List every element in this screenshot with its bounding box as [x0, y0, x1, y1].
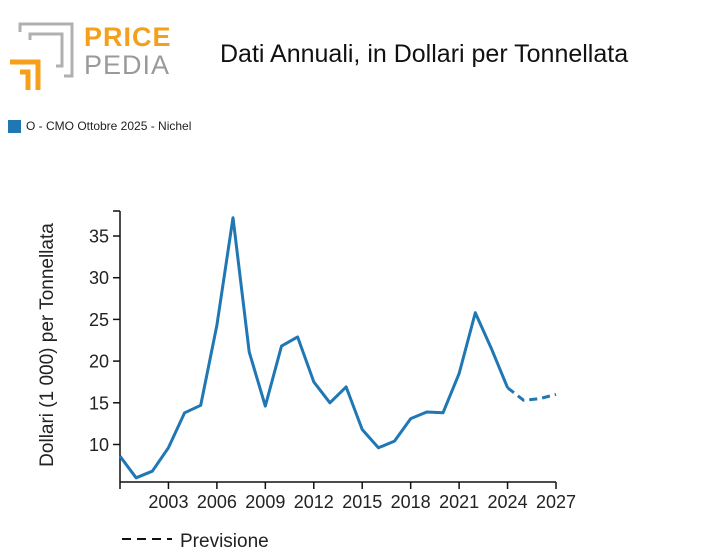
nickel-price-line	[118, 216, 509, 480]
x-tick-label: 2006	[197, 492, 237, 512]
logo-pedia-text: PEDIA	[84, 50, 171, 80]
y-tick-label: 10	[89, 435, 109, 455]
forecast-legend: Previsione	[122, 531, 269, 552]
forecast-legend-label: Previsione	[180, 531, 269, 552]
legend-label: O - CMO Ottobre 2025 - Nichel	[26, 119, 192, 133]
y-tick-label: 15	[89, 393, 109, 413]
logo-mark-icon	[10, 22, 74, 90]
y-axis-title: Dollari (1 000) per Tonnellata	[37, 223, 58, 467]
x-tick-label: 2021	[439, 492, 479, 512]
x-tick-label: 2018	[391, 492, 431, 512]
legend-swatch	[8, 119, 21, 133]
x-tick-label: 2012	[294, 492, 334, 512]
x-tick-label: 2015	[342, 492, 382, 512]
y-tick-label: 20	[89, 352, 109, 372]
x-tick-label: 2003	[148, 492, 188, 512]
series-group	[118, 216, 557, 480]
logo-price-text: PRICE	[84, 22, 172, 52]
chart-title: Dati Annuali, in Dollari per Tonnellata	[220, 40, 629, 68]
series-legend[interactable]: O - CMO Ottobre 2025 - Nichel	[8, 119, 191, 133]
x-tick-label: 2024	[488, 492, 528, 512]
forecast-series-line	[506, 386, 557, 402]
x-tick-label: 2027	[536, 492, 576, 512]
y-tick-label: 25	[89, 310, 109, 330]
y-tick-label: 35	[89, 227, 109, 247]
pricepedia-logo: PRICE PEDIA	[6, 20, 171, 96]
axes: 10 15 20 25 30 35 2003 2006 2009 2012 2015 2018 2021…	[89, 210, 576, 512]
x-tick-label: 2009	[245, 492, 285, 512]
y-tick-label: 30	[89, 268, 109, 288]
